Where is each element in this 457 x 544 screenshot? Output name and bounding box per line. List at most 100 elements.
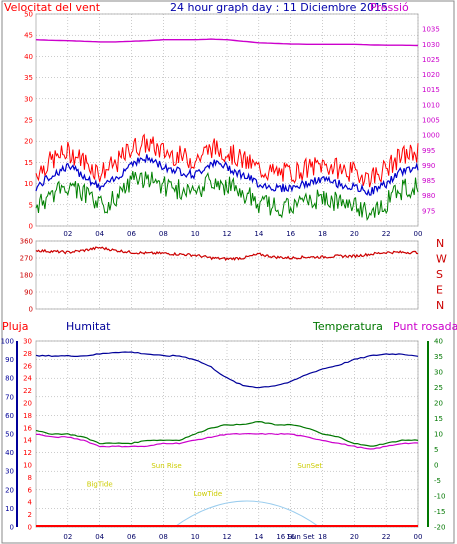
wind-tick-label-15: 15 bbox=[24, 159, 33, 167]
top-x-tick-10: 10 bbox=[191, 230, 200, 238]
sun-elevation-curve bbox=[174, 500, 320, 528]
hum-tick-label-80: 80 bbox=[5, 375, 14, 383]
top-x-tick-14: 14 bbox=[254, 230, 263, 238]
compass-label-3: E bbox=[436, 284, 443, 297]
rain-tick-label-6: 6 bbox=[28, 486, 33, 494]
temperature-series-line bbox=[35, 420, 419, 447]
temp-tick-label-40: 40 bbox=[434, 338, 443, 346]
wind-tick-label-45: 45 bbox=[24, 32, 33, 40]
rain-tick-label-14: 14 bbox=[23, 437, 32, 445]
pressure-tick-label-980: 980 bbox=[422, 192, 435, 200]
hum-tick-label-70: 70 bbox=[5, 393, 14, 401]
pressure-tick-label-1005: 1005 bbox=[422, 117, 440, 125]
wind-tick-label-10: 10 bbox=[24, 180, 33, 188]
top-x-tick-08: 08 bbox=[159, 230, 168, 238]
rain-tick-label-16: 16 bbox=[23, 424, 32, 432]
dewpoint-series-line bbox=[36, 432, 419, 450]
temp-tick-label-35: 35 bbox=[434, 353, 443, 361]
bot-x-tick-20: 20 bbox=[350, 533, 359, 541]
pressure-label: Pressió bbox=[370, 1, 409, 14]
rain-tick-label-20: 20 bbox=[23, 400, 32, 408]
rain-tick-label-30: 30 bbox=[23, 338, 32, 346]
wind-tick-label-0: 0 bbox=[29, 223, 33, 231]
hum-tick-label-100: 100 bbox=[1, 338, 14, 346]
graph-title: 24 hour graph day : 11 Diciembre 2015 bbox=[170, 1, 388, 14]
top-x-tick-02: 02 bbox=[63, 230, 72, 238]
compass-label-1: W bbox=[436, 253, 447, 266]
wind-tick-label-40: 40 bbox=[24, 53, 33, 61]
temp-tick-label-5: 5 bbox=[434, 446, 438, 454]
bot-x-tick-12: 12 bbox=[223, 533, 232, 541]
temp-tick-label-25: 25 bbox=[434, 384, 443, 392]
annotation-sunset: SunSet bbox=[297, 462, 322, 470]
pressure-tick-label-1000: 1000 bbox=[422, 132, 440, 140]
humidity-series-line bbox=[35, 351, 419, 389]
wind-tick-label-5: 5 bbox=[29, 201, 33, 209]
rain-tick-label-22: 22 bbox=[23, 387, 32, 395]
bot-x-tick-00: 00 bbox=[414, 533, 423, 541]
sun-set-axis-label-0: 16 Sun Set bbox=[276, 533, 314, 541]
wind-tick-label-25: 25 bbox=[24, 117, 33, 125]
rain-tick-label-2: 2 bbox=[28, 511, 32, 519]
dir-tick-label-90: 90 bbox=[24, 289, 33, 297]
dir-tick-label-360: 360 bbox=[20, 238, 33, 246]
bot-x-tick-06: 06 bbox=[127, 533, 136, 541]
hum-tick-label-40: 40 bbox=[5, 449, 14, 457]
pressure-tick-label-975: 975 bbox=[422, 207, 435, 215]
hum-tick-label-20: 20 bbox=[5, 486, 14, 494]
bot-x-tick-10: 10 bbox=[191, 533, 200, 541]
pressure-tick-label-1030: 1030 bbox=[422, 41, 440, 49]
humidity-label: Humitat bbox=[66, 320, 111, 333]
top-x-tick-00: 00 bbox=[414, 230, 423, 238]
top-x-tick-16: 16 bbox=[286, 230, 295, 238]
dir-tick-label-0: 0 bbox=[29, 306, 33, 314]
temperature-label: Temperatura bbox=[312, 320, 383, 333]
wind-direction-series-line bbox=[35, 246, 419, 262]
temp-tick-label--10: -10 bbox=[434, 493, 445, 501]
temp-tick-label-20: 20 bbox=[434, 400, 443, 408]
annotation-lowtide: LowTide bbox=[194, 490, 223, 498]
wind-tick-label-50: 50 bbox=[24, 11, 33, 19]
top-x-tick-06: 06 bbox=[127, 230, 136, 238]
pressure-tick-label-1020: 1020 bbox=[422, 71, 440, 79]
hum-tick-label-90: 90 bbox=[5, 356, 14, 364]
temp-tick-label-30: 30 bbox=[434, 369, 443, 377]
bot-x-tick-02: 02 bbox=[63, 533, 72, 541]
compass-label-2: S bbox=[436, 268, 443, 281]
rain-tick-label-0: 0 bbox=[28, 524, 32, 532]
dir-tick-label-180: 180 bbox=[20, 272, 33, 280]
rain-tick-label-4: 4 bbox=[28, 499, 33, 507]
compass-label-0: N bbox=[436, 237, 444, 250]
annotation-bigtide: BigTide bbox=[87, 481, 113, 489]
wind-low-series-line bbox=[35, 171, 419, 222]
rain-tick-label-28: 28 bbox=[23, 350, 32, 358]
wind-tick-label-30: 30 bbox=[24, 95, 33, 103]
temp-tick-label--15: -15 bbox=[434, 508, 445, 516]
hum-tick-label-10: 10 bbox=[5, 505, 14, 513]
annotation-sun rise: Sun Rise bbox=[151, 462, 181, 470]
temp-tick-label-0: 0 bbox=[434, 462, 438, 470]
rain-tick-label-24: 24 bbox=[23, 375, 32, 383]
temp-tick-label--20: -20 bbox=[434, 524, 445, 532]
hum-tick-label-60: 60 bbox=[5, 412, 14, 420]
wind-tick-label-20: 20 bbox=[24, 138, 33, 146]
wind-gust-series-line bbox=[35, 133, 419, 188]
top-x-tick-22: 22 bbox=[382, 230, 391, 238]
dir-tick-label-270: 270 bbox=[20, 255, 33, 263]
top-x-tick-12: 12 bbox=[223, 230, 232, 238]
top-x-tick-20: 20 bbox=[350, 230, 359, 238]
bot-x-tick-16: 16 bbox=[286, 533, 295, 541]
pressure-series-line bbox=[35, 38, 419, 47]
pressure-tick-label-990: 990 bbox=[422, 162, 435, 170]
pressure-tick-label-995: 995 bbox=[422, 147, 435, 155]
bot-x-tick-04: 04 bbox=[95, 533, 104, 541]
compass-label-4: N bbox=[436, 299, 444, 312]
temp-tick-label-15: 15 bbox=[434, 415, 443, 423]
pressure-tick-label-1035: 1035 bbox=[422, 26, 440, 34]
bot-x-tick-08: 08 bbox=[159, 533, 168, 541]
